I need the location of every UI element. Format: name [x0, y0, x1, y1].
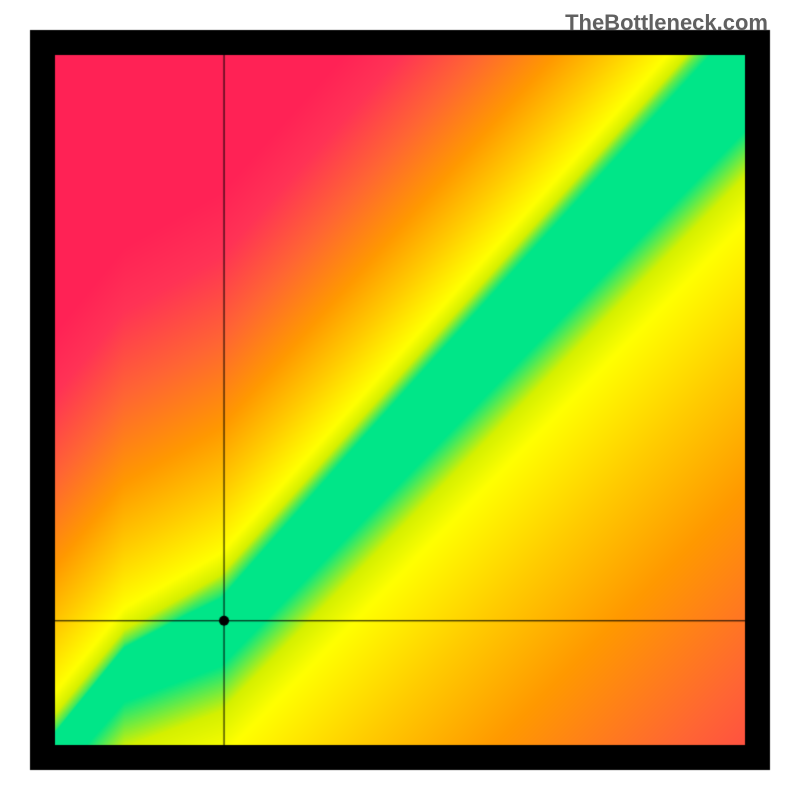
watermark-text: TheBottleneck.com	[565, 10, 768, 36]
bottleneck-heatmap	[0, 0, 800, 800]
chart-container: TheBottleneck.com	[0, 0, 800, 800]
